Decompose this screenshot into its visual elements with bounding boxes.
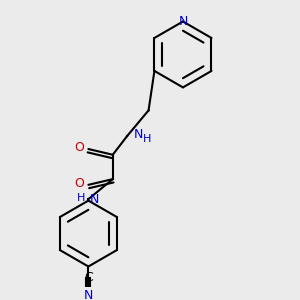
Text: H: H [143, 134, 151, 144]
Text: N: N [90, 193, 99, 206]
Text: N: N [134, 128, 144, 141]
Text: N: N [178, 15, 188, 28]
Text: O: O [74, 141, 84, 154]
Text: N: N [84, 289, 93, 300]
Text: H: H [77, 193, 86, 203]
Text: O: O [74, 177, 84, 190]
Text: C: C [84, 272, 93, 284]
